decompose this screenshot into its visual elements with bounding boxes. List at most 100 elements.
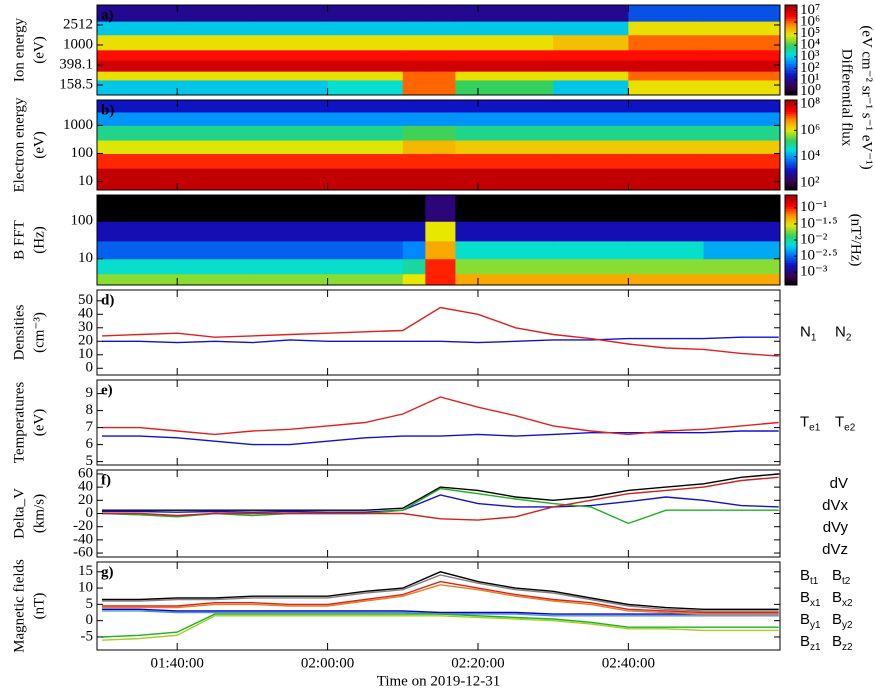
- y-tick-label: 100: [71, 213, 94, 229]
- y-tick-label: 0: [86, 505, 94, 521]
- heatmap-cell: [252, 221, 329, 242]
- heatmap-cell: [628, 5, 705, 22]
- colorbar-step: [785, 167, 797, 171]
- colorbar-step: [785, 20, 797, 24]
- heatmap-cell: [97, 153, 178, 169]
- heatmap-cell: [553, 273, 629, 286]
- heatmap-cell: [252, 273, 329, 286]
- series-line: [102, 473, 779, 511]
- colorbar-step: [785, 70, 797, 73]
- x-tick-label: 01:40:00: [151, 655, 204, 671]
- heatmap-cell: [703, 111, 781, 126]
- colorbar-step: [785, 258, 797, 261]
- colorbar-step: [785, 204, 797, 207]
- colorbar-step: [785, 282, 797, 286]
- y-tick-label: 5: [86, 453, 94, 469]
- panel-label: e): [101, 382, 113, 398]
- colorbar-step: [785, 199, 797, 203]
- series-line: [101, 615, 779, 641]
- colorbar-step: [785, 131, 797, 135]
- heatmap-cell: [628, 195, 705, 222]
- heatmap-cell: [177, 5, 253, 22]
- colorbar-tick-label: 10⁶: [800, 14, 820, 30]
- series-line: [102, 584, 779, 615]
- heatmap-cell: [402, 111, 426, 126]
- heatmap-cell: [553, 140, 629, 154]
- colorbar-tick-label: 10³: [800, 48, 820, 64]
- heatmap-cell: [252, 100, 329, 113]
- colorbar-step: [785, 237, 797, 241]
- colorbar-step: [785, 226, 797, 230]
- heatmap-cell: [553, 49, 629, 61]
- heatmap-cell: [177, 111, 253, 126]
- colorbar-step: [785, 111, 797, 114]
- heatmap-cell: [703, 168, 781, 191]
- heatmap-cell: [402, 168, 426, 191]
- colorbar-step: [785, 255, 797, 259]
- colorbar-tick-label: 10⁴: [800, 37, 820, 53]
- heatmap-cell: [252, 79, 329, 96]
- colorbar-step: [785, 136, 797, 139]
- heatmap-cell: [402, 153, 426, 169]
- colorbar-tick-label: 10⁰: [800, 83, 821, 99]
- heatmap-cell: [402, 125, 426, 141]
- x-tick-label: 02:40:00: [602, 655, 655, 671]
- heatmap-cell: [425, 71, 456, 81]
- heatmap-cell: [703, 49, 781, 61]
- colorbar-tick-label: 10²: [800, 175, 820, 191]
- heatmap-cell: [327, 195, 404, 222]
- heatmap-cell: [327, 79, 404, 96]
- colorbar-step: [785, 149, 797, 153]
- heatmap-cell: [628, 79, 705, 96]
- legend-label: Bz1: [800, 633, 821, 653]
- y-tick-label: 40: [78, 306, 93, 322]
- colorbar-step: [785, 233, 797, 236]
- colorbar-step: [785, 172, 797, 175]
- colorbar-step: [785, 52, 797, 55]
- colorbar-step: [785, 206, 797, 209]
- panel-label: a): [101, 7, 114, 23]
- y-axis-label: (eV): [31, 409, 47, 436]
- colorbar-step: [785, 34, 797, 37]
- colorbar-step: [785, 278, 797, 281]
- heatmap-cell: [252, 21, 329, 36]
- colorbar-step: [785, 5, 797, 8]
- heatmap-cell: [553, 153, 629, 169]
- heatmap-cell: [327, 240, 404, 260]
- heatmap-cell: [97, 273, 178, 286]
- heatmap-cell: [455, 195, 554, 222]
- series-line: [101, 306, 779, 357]
- y-tick-label: 30: [78, 319, 93, 335]
- legend-label: Bt1: [800, 567, 819, 587]
- colorbar-step: [785, 160, 797, 164]
- colorbar-step: [785, 104, 797, 108]
- heatmap-cell: [177, 79, 253, 96]
- heatmap-cell: [177, 153, 253, 169]
- colorbar-step: [785, 86, 797, 89]
- heatmap-cell: [177, 60, 253, 72]
- heatmap-cell: [402, 49, 426, 61]
- heatmap-cell: [425, 168, 456, 191]
- colorbar-step: [785, 264, 797, 268]
- colorbar-step: [785, 115, 797, 119]
- colorbar-step: [785, 210, 797, 214]
- colorbar-step: [785, 185, 797, 189]
- heatmap-cell: [628, 258, 705, 275]
- colorbar-step: [785, 213, 797, 216]
- colorbar-tick-label: 10²: [800, 60, 820, 76]
- colorbar-tick-label: 10⁻¹·⁵: [800, 215, 838, 231]
- y-tick-label: 40: [78, 479, 93, 495]
- colorbar-step: [785, 32, 797, 35]
- heatmap-cell: [327, 111, 404, 126]
- colorbar-step: [785, 163, 797, 166]
- colorbar-step: [785, 41, 797, 44]
- heatmap-cell: [327, 125, 404, 141]
- heatmap-cell: [553, 168, 629, 191]
- colorbar-step: [785, 45, 797, 49]
- heatmap-cell: [97, 5, 178, 22]
- y-tick-label: 50: [78, 292, 93, 308]
- colorbar-step: [785, 280, 797, 284]
- legend-label: Te1: [800, 413, 821, 433]
- panel-label: c): [101, 197, 113, 213]
- heatmap-cell: [327, 71, 404, 81]
